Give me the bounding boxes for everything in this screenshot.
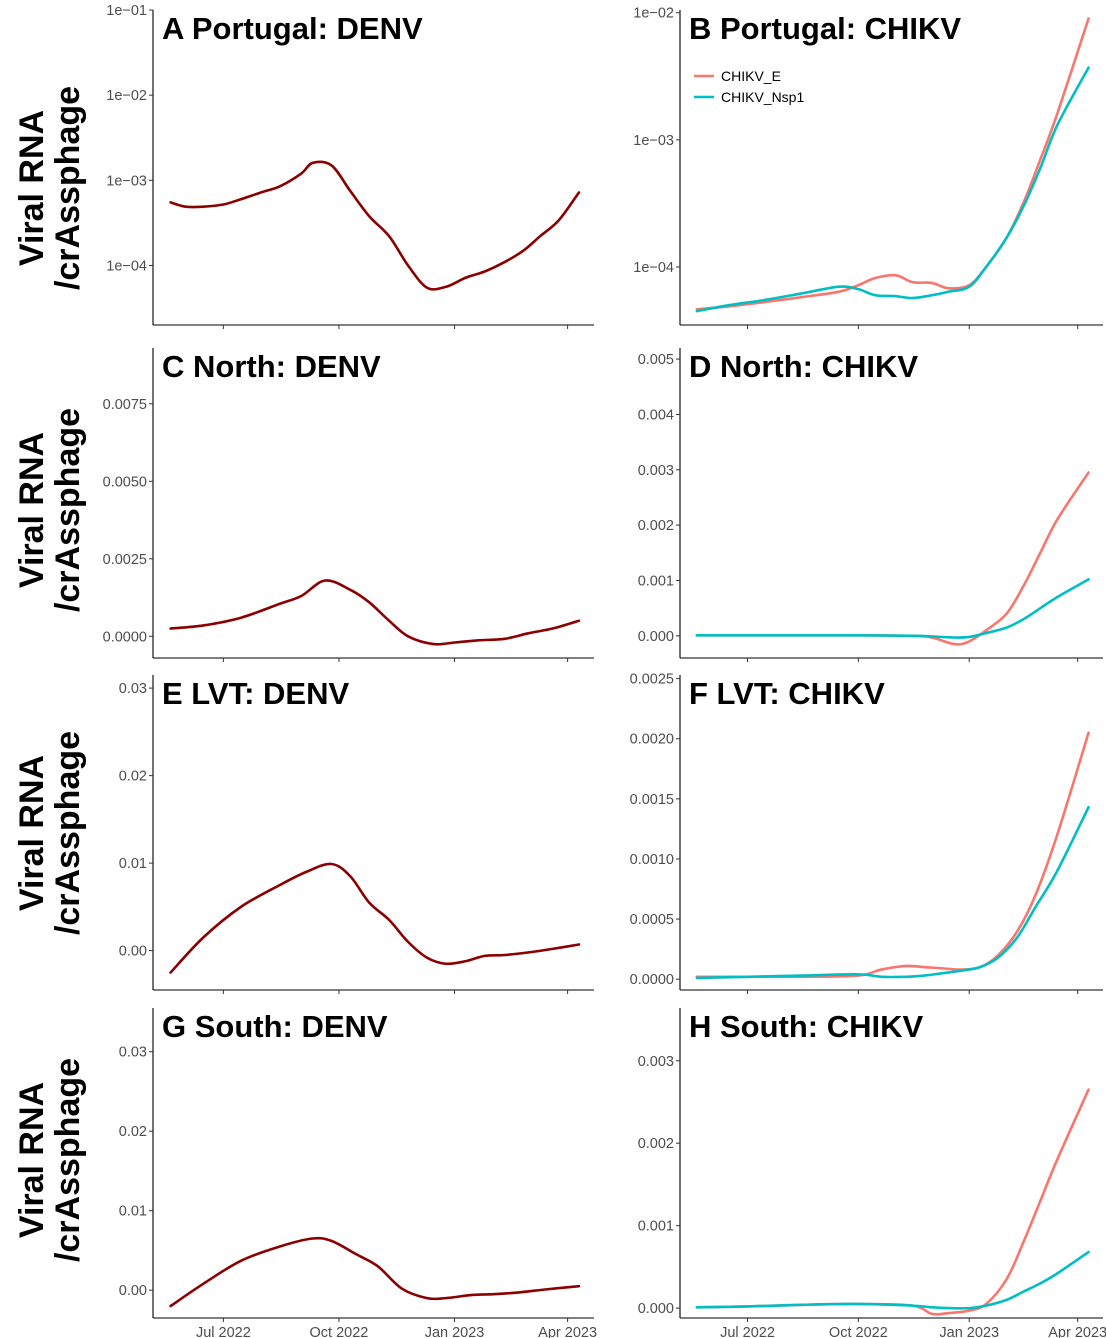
y-tick-label: 0.001 xyxy=(638,574,674,590)
y-axis-label-line2: /crAssphage xyxy=(49,408,87,612)
y-axis-label-line1: Viral RNA xyxy=(13,432,51,588)
x-tick-label: Oct 2022 xyxy=(310,1325,369,1338)
y-tick-label: 1e−04 xyxy=(633,260,674,276)
y-tick-label: 0.00 xyxy=(119,944,147,960)
y-tick-label: 0.001 xyxy=(638,1219,674,1235)
y-tick-label: 0.005 xyxy=(638,352,674,368)
x-tick-label: Jan 2023 xyxy=(425,1325,485,1338)
panel-north-chikv: 0.000 0.001 0.002 0.003 0.004 0.005 D North: C… xyxy=(638,348,1103,662)
y-axis-label-row-3: Viral RNA /crAssphage xyxy=(13,731,87,935)
y-tick-label: 0.000 xyxy=(638,629,674,645)
y-axis-label-line2: /crAssphage xyxy=(49,1058,87,1262)
series-line-chikv-e xyxy=(695,1088,1090,1316)
y-tick-label: 1e−03 xyxy=(106,173,147,189)
y-tick-label: 1e−02 xyxy=(106,88,147,104)
series-line-chikv-nsp1 xyxy=(695,578,1090,639)
y-axis-label-line1: Viral RNA xyxy=(13,755,51,911)
panel-title: H South: CHIKV xyxy=(689,1009,924,1044)
panel-portugal-denv: 1e−04 1e−03 1e−02 1e−01 A Portugal: DENV xyxy=(106,3,594,329)
x-tick-label: Jan 2023 xyxy=(939,1325,999,1338)
y-tick-label: 0.03 xyxy=(119,681,147,697)
x-tick-label: Apr 2023 xyxy=(538,1325,597,1338)
x-tick-label: Jul 2022 xyxy=(196,1325,251,1338)
panel-portugal-chikv: 1e−04 1e−03 1e−02 B Portugal: CHIKV xyxy=(633,6,1103,329)
y-tick-label: 0.0075 xyxy=(103,397,147,413)
y-axis-label-row-1: Viral RNA /crAssphage xyxy=(13,86,87,290)
y-tick-label: 0.000 xyxy=(638,1301,674,1317)
y-tick-label: 0.00 xyxy=(119,1283,147,1299)
legend: CHIKV_E CHIKV_Nsp1 xyxy=(694,68,804,105)
y-axis-label-row-2: Viral RNA /crAssphage xyxy=(13,408,87,612)
y-tick-label: 0.0025 xyxy=(103,552,147,568)
y-tick-label: 0.0015 xyxy=(630,792,674,808)
series-line-chikv-nsp1 xyxy=(695,66,1090,313)
y-axis-label-line1: Viral RNA xyxy=(13,110,51,266)
y-axis-label-line1: Viral RNA xyxy=(13,1082,51,1238)
series-line-denv xyxy=(169,862,581,974)
series-line-chikv-e xyxy=(695,17,1090,311)
panel-title: E LVT: DENV xyxy=(162,676,349,711)
y-tick-label: 0.0010 xyxy=(630,852,674,868)
y-tick-label: 0.003 xyxy=(638,463,674,479)
x-tick-label: Jul 2022 xyxy=(720,1325,775,1338)
panel-title: C North: DENV xyxy=(162,349,381,384)
y-tick-label: 0.004 xyxy=(638,407,674,423)
panel-title: G South: DENV xyxy=(162,1009,388,1044)
legend-label-chikv-e: CHIKV_E xyxy=(721,68,781,84)
y-tick-label: 0.02 xyxy=(119,769,147,785)
legend-label-chikv-nsp1: CHIKV_Nsp1 xyxy=(721,89,804,105)
y-tick-label: 1e−02 xyxy=(633,6,674,22)
y-tick-label: 0.0025 xyxy=(630,672,674,688)
y-axis-label-line2: /crAssphage xyxy=(49,86,87,290)
panel-title: F LVT: CHIKV xyxy=(689,676,885,711)
series-line-chikv-nsp1 xyxy=(695,805,1090,980)
y-tick-label: 0.03 xyxy=(119,1045,147,1061)
y-axis-label-line2: /crAssphage xyxy=(49,731,87,935)
y-tick-label: 0.0020 xyxy=(630,732,674,748)
series-line-chikv-e xyxy=(695,731,1090,979)
x-tick-label: Apr 2023 xyxy=(1048,1325,1106,1338)
x-tick-label: Oct 2022 xyxy=(829,1325,888,1338)
y-tick-label: 0.01 xyxy=(119,1204,147,1220)
panel-lvt-denv: 0.00 0.01 0.02 0.03 E LVT: DENV xyxy=(119,675,594,994)
y-tick-label: 0.002 xyxy=(638,518,674,534)
y-tick-label: 0.003 xyxy=(638,1054,674,1070)
y-axis-label-row-4: Viral RNA /crAssphage xyxy=(13,1058,87,1262)
panel-north-denv: 0.0000 0.0025 0.0050 0.0075 C North: DENV xyxy=(103,348,594,662)
y-tick-label: 0.0000 xyxy=(630,972,674,988)
y-tick-label: 0.0000 xyxy=(103,629,147,645)
panel-south-denv: 0.00 0.01 0.02 0.03 Jul 2022 Oct 2022 Jan 2023… xyxy=(119,1008,597,1338)
panel-title: B Portugal: CHIKV xyxy=(689,11,961,46)
panel-south-chikv: 0.000 0.001 0.002 0.003 Jul 2022 Oct 2022 Jan … xyxy=(638,1008,1106,1338)
series-line-denv xyxy=(169,1236,581,1308)
y-tick-label: 0.01 xyxy=(119,856,147,872)
series-line-denv xyxy=(169,579,581,646)
y-tick-label: 0.002 xyxy=(638,1136,674,1152)
series-line-denv xyxy=(169,160,581,291)
y-tick-label: 1e−04 xyxy=(106,258,147,274)
panel-lvt-chikv: 0.0000 0.0005 0.0010 0.0015 0.0020 0.0025 F LV… xyxy=(630,672,1103,994)
y-tick-label: 1e−01 xyxy=(106,3,147,19)
y-tick-label: 1e−03 xyxy=(633,133,674,149)
y-tick-label: 0.0050 xyxy=(103,474,147,490)
series-line-chikv-nsp1 xyxy=(695,1250,1090,1310)
y-tick-label: 0.02 xyxy=(119,1124,147,1140)
series-line-chikv-e xyxy=(695,471,1090,646)
panel-title: D North: CHIKV xyxy=(689,349,918,384)
panel-title: A Portugal: DENV xyxy=(162,11,423,46)
y-tick-label: 0.0005 xyxy=(630,912,674,928)
